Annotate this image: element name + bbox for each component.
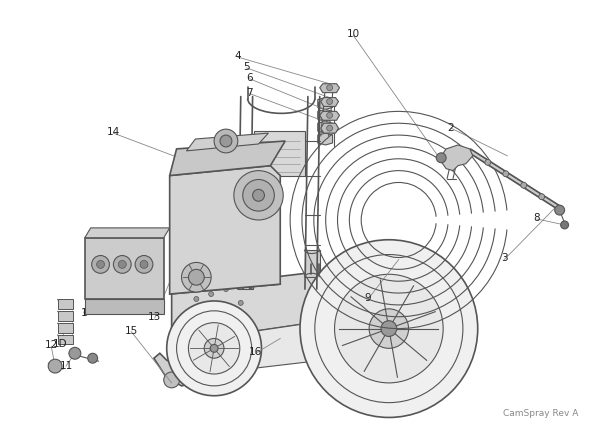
- Circle shape: [238, 284, 243, 289]
- Polygon shape: [58, 323, 73, 332]
- Circle shape: [326, 99, 332, 105]
- Text: 5: 5: [244, 62, 250, 72]
- Polygon shape: [58, 335, 73, 344]
- Circle shape: [555, 205, 565, 215]
- Polygon shape: [318, 121, 332, 133]
- Polygon shape: [318, 133, 332, 145]
- Text: 1D: 1D: [53, 339, 67, 350]
- Polygon shape: [439, 145, 473, 171]
- Text: 8: 8: [533, 213, 540, 223]
- Polygon shape: [172, 343, 231, 393]
- Circle shape: [300, 240, 478, 417]
- Circle shape: [188, 269, 204, 285]
- Circle shape: [97, 261, 104, 268]
- Polygon shape: [170, 166, 280, 294]
- Polygon shape: [85, 238, 164, 299]
- Polygon shape: [85, 299, 164, 314]
- Polygon shape: [318, 98, 332, 110]
- Circle shape: [214, 129, 238, 153]
- Polygon shape: [305, 250, 320, 277]
- Circle shape: [234, 171, 283, 220]
- Polygon shape: [320, 111, 340, 120]
- Polygon shape: [85, 228, 170, 238]
- Text: 16: 16: [249, 347, 262, 357]
- Circle shape: [69, 347, 81, 359]
- Text: 13: 13: [148, 312, 161, 322]
- Polygon shape: [315, 353, 344, 390]
- Circle shape: [539, 194, 545, 200]
- Text: 4: 4: [235, 51, 241, 61]
- Text: 11: 11: [59, 361, 73, 371]
- Circle shape: [210, 344, 218, 352]
- Circle shape: [140, 261, 148, 268]
- Text: 12: 12: [44, 340, 58, 350]
- Circle shape: [521, 182, 527, 188]
- Text: 10: 10: [347, 29, 360, 39]
- Text: 3: 3: [501, 254, 508, 264]
- Circle shape: [560, 221, 569, 229]
- Circle shape: [253, 189, 265, 201]
- Polygon shape: [321, 123, 338, 133]
- Circle shape: [326, 113, 332, 118]
- Polygon shape: [58, 311, 73, 321]
- Text: 6: 6: [247, 73, 253, 83]
- Polygon shape: [187, 133, 268, 151]
- Circle shape: [220, 135, 232, 147]
- Circle shape: [503, 171, 509, 177]
- Circle shape: [369, 309, 409, 348]
- Circle shape: [167, 301, 262, 396]
- Circle shape: [326, 85, 332, 91]
- Text: 15: 15: [125, 325, 138, 336]
- Circle shape: [113, 255, 131, 273]
- Circle shape: [243, 180, 274, 211]
- Text: 14: 14: [107, 127, 120, 137]
- Text: CamSpray Rev A: CamSpray Rev A: [503, 409, 578, 418]
- Polygon shape: [469, 149, 561, 210]
- Polygon shape: [58, 299, 73, 309]
- Circle shape: [182, 262, 211, 292]
- Circle shape: [188, 323, 240, 374]
- Circle shape: [223, 286, 229, 292]
- Text: 9: 9: [365, 293, 371, 303]
- Circle shape: [48, 359, 62, 373]
- Polygon shape: [238, 259, 253, 289]
- Circle shape: [238, 300, 243, 305]
- Circle shape: [209, 306, 214, 311]
- Circle shape: [164, 372, 179, 388]
- Polygon shape: [254, 131, 305, 176]
- Text: 7: 7: [247, 88, 253, 98]
- Circle shape: [88, 353, 98, 363]
- Circle shape: [381, 321, 397, 336]
- Circle shape: [223, 304, 229, 308]
- Circle shape: [135, 255, 153, 273]
- Circle shape: [118, 261, 126, 268]
- Polygon shape: [154, 353, 201, 386]
- Polygon shape: [172, 319, 340, 378]
- Circle shape: [436, 153, 446, 163]
- Circle shape: [204, 339, 224, 358]
- Circle shape: [335, 274, 443, 383]
- Circle shape: [194, 311, 199, 316]
- Polygon shape: [170, 141, 285, 176]
- Circle shape: [194, 297, 199, 301]
- Polygon shape: [172, 269, 340, 343]
- Circle shape: [485, 159, 491, 165]
- Circle shape: [253, 282, 258, 286]
- Circle shape: [92, 255, 109, 273]
- Circle shape: [326, 125, 332, 131]
- Polygon shape: [321, 98, 338, 106]
- Text: 2: 2: [448, 123, 454, 133]
- Text: 1: 1: [80, 308, 87, 318]
- Polygon shape: [318, 110, 332, 121]
- Circle shape: [187, 370, 199, 382]
- Polygon shape: [320, 84, 340, 92]
- Circle shape: [209, 292, 214, 297]
